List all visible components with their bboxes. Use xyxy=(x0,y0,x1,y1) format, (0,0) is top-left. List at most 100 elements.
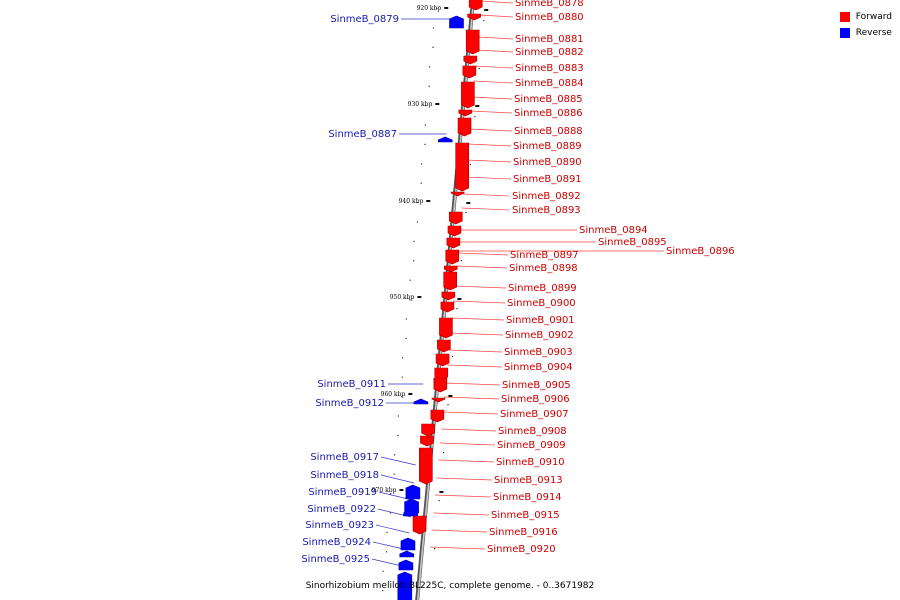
kbp-dash xyxy=(408,393,413,395)
forward-gene-label[interactable]: SinmeB_0920 xyxy=(487,544,556,555)
tick-dot xyxy=(465,212,467,214)
tick-dot xyxy=(386,531,388,533)
tick-dot xyxy=(417,202,419,204)
forward-leader-line xyxy=(451,317,505,321)
forward-leader-line xyxy=(447,364,503,368)
reverse-gene-label[interactable]: SinmeB_0922 xyxy=(307,504,376,515)
tick-dot xyxy=(401,376,403,378)
reverse-leader-line xyxy=(380,474,415,484)
forward-gene-label[interactable]: SinmeB_0904 xyxy=(504,362,573,373)
forward-leader-line xyxy=(442,411,499,415)
forward-gene-label[interactable]: SinmeB_0900 xyxy=(507,298,576,309)
tick-dot xyxy=(469,164,471,166)
forward-gene-block xyxy=(463,55,478,65)
forward-gene-label[interactable]: SinmeB_0890 xyxy=(513,157,582,168)
forward-gene-block xyxy=(467,13,481,21)
forward-gene-label[interactable]: SinmeB_0916 xyxy=(489,527,558,538)
reverse-gene-label[interactable]: SinmeB_0879 xyxy=(330,14,399,25)
reverse-gene-label[interactable]: SinmeB_0919 xyxy=(308,487,377,498)
forward-leader-line xyxy=(434,494,492,498)
forward-gene-label[interactable]: SinmeB_0892 xyxy=(512,191,581,202)
tick-dot xyxy=(413,240,415,242)
forward-gene-label[interactable]: SinmeB_0884 xyxy=(515,78,584,89)
legend-item-reverse: Reverse xyxy=(839,25,892,41)
tick-dot xyxy=(409,299,411,301)
forward-gene-block xyxy=(461,81,475,109)
reverse-gene-label[interactable]: SinmeB_0918 xyxy=(310,470,379,481)
forward-leader-line xyxy=(433,512,490,516)
forward-gene-label[interactable]: SinmeB_0905 xyxy=(502,380,571,391)
tick-dot xyxy=(434,548,436,550)
forward-gene-block xyxy=(455,142,470,192)
forward-gene-label[interactable]: SinmeB_0894 xyxy=(579,225,648,236)
forward-gene-label[interactable]: SinmeB_0893 xyxy=(512,205,581,216)
reverse-gene-block xyxy=(405,484,421,500)
forward-gene-block xyxy=(448,211,463,225)
reverse-gene-label[interactable]: SinmeB_0887 xyxy=(328,129,397,140)
forward-gene-block xyxy=(440,301,455,313)
forward-gene-label[interactable]: SinmeB_0914 xyxy=(493,492,562,503)
gene-labels: SinmeB_0878 SinmeB_0880 SinmeB_0881 SinmeB_… xyxy=(301,0,734,565)
forward-gene-label[interactable]: SinmeB_0910 xyxy=(496,457,565,468)
tick-dot xyxy=(401,396,403,398)
forward-gene-label[interactable]: SinmeB_0895 xyxy=(598,237,667,248)
forward-gene-label[interactable]: SinmeB_0882 xyxy=(515,47,584,58)
forward-gene-label[interactable]: SinmeB_0907 xyxy=(500,409,569,420)
forward-gene-label[interactable]: SinmeB_0896 xyxy=(666,246,735,257)
tick-dot xyxy=(483,20,485,22)
forward-gene-label[interactable]: SinmeB_0906 xyxy=(501,394,570,405)
reverse-gene-label[interactable]: SinmeB_0924 xyxy=(302,537,371,548)
reverse-gene-label[interactable]: SinmeB_0911 xyxy=(317,379,386,390)
forward-leader-line xyxy=(430,546,486,550)
reverse-gene-label[interactable]: SinmeB_0917 xyxy=(310,452,379,463)
forward-gene-label[interactable]: SinmeB_0913 xyxy=(494,475,563,486)
reverse-gene-label[interactable]: SinmeB_0925 xyxy=(301,554,370,565)
reverse-gene-label[interactable]: SinmeB_0923 xyxy=(305,520,374,531)
tick-dot xyxy=(405,337,407,339)
forward-gene-block xyxy=(435,353,450,367)
forward-leader-line xyxy=(452,300,506,304)
forward-leader-line xyxy=(457,252,509,256)
reverse-gene-block xyxy=(437,136,453,143)
kbp-dash xyxy=(417,296,422,298)
reverse-leader-line xyxy=(375,524,410,534)
kbp-dash-right xyxy=(466,202,471,204)
forward-gene-label[interactable]: SinmeB_0902 xyxy=(505,330,574,341)
forward-gene-block xyxy=(437,339,451,353)
legend: Forward Reverse xyxy=(839,9,892,41)
forward-gene-block xyxy=(433,377,448,393)
reverse-gene-label[interactable]: SinmeB_0912 xyxy=(315,398,384,409)
forward-gene-label[interactable]: SinmeB_0901 xyxy=(506,315,575,326)
legend-label-reverse: Reverse xyxy=(855,28,892,38)
forward-gene-label[interactable]: SinmeB_0889 xyxy=(513,141,582,152)
forward-leader-line xyxy=(466,159,512,163)
forward-gene-label[interactable]: SinmeB_0883 xyxy=(515,63,584,74)
tick-dot xyxy=(442,452,445,454)
forward-gene-label[interactable]: SinmeB_0886 xyxy=(514,108,583,119)
forward-gene-block xyxy=(446,237,461,249)
forward-gene-label[interactable]: SinmeB_0909 xyxy=(497,440,566,451)
forward-gene-label[interactable]: SinmeB_0898 xyxy=(509,263,578,274)
forward-gene-label[interactable]: SinmeB_0878 xyxy=(515,0,584,9)
forward-gene-block xyxy=(441,291,456,301)
forward-gene-block xyxy=(421,423,435,437)
forward-gene-label[interactable]: SinmeB_0880 xyxy=(515,12,584,23)
kbp-dash-right xyxy=(484,9,489,11)
forward-gene-label[interactable]: SinmeB_0915 xyxy=(491,510,560,521)
forward-gene-block xyxy=(412,515,427,535)
forward-gene-label[interactable]: SinmeB_0885 xyxy=(514,94,583,105)
forward-gene-block xyxy=(443,265,458,273)
forward-gene-block xyxy=(447,225,462,237)
forward-leader-line xyxy=(479,14,514,18)
tick-dot xyxy=(385,551,388,553)
forward-gene-label[interactable]: SinmeB_0891 xyxy=(513,174,582,185)
forward-gene-label[interactable]: SinmeB_0903 xyxy=(504,347,573,358)
tick-dot xyxy=(389,512,391,514)
reverse-gene-block xyxy=(400,537,416,551)
forward-gene-label[interactable]: SinmeB_0897 xyxy=(510,250,579,261)
forward-gene-label[interactable]: SinmeB_0908 xyxy=(498,426,567,437)
forward-gene-label[interactable]: SinmeB_0899 xyxy=(508,283,577,294)
tick-dot xyxy=(456,308,458,310)
forward-gene-label[interactable]: SinmeB_0881 xyxy=(515,34,584,45)
forward-gene-label[interactable]: SinmeB_0888 xyxy=(514,126,583,137)
